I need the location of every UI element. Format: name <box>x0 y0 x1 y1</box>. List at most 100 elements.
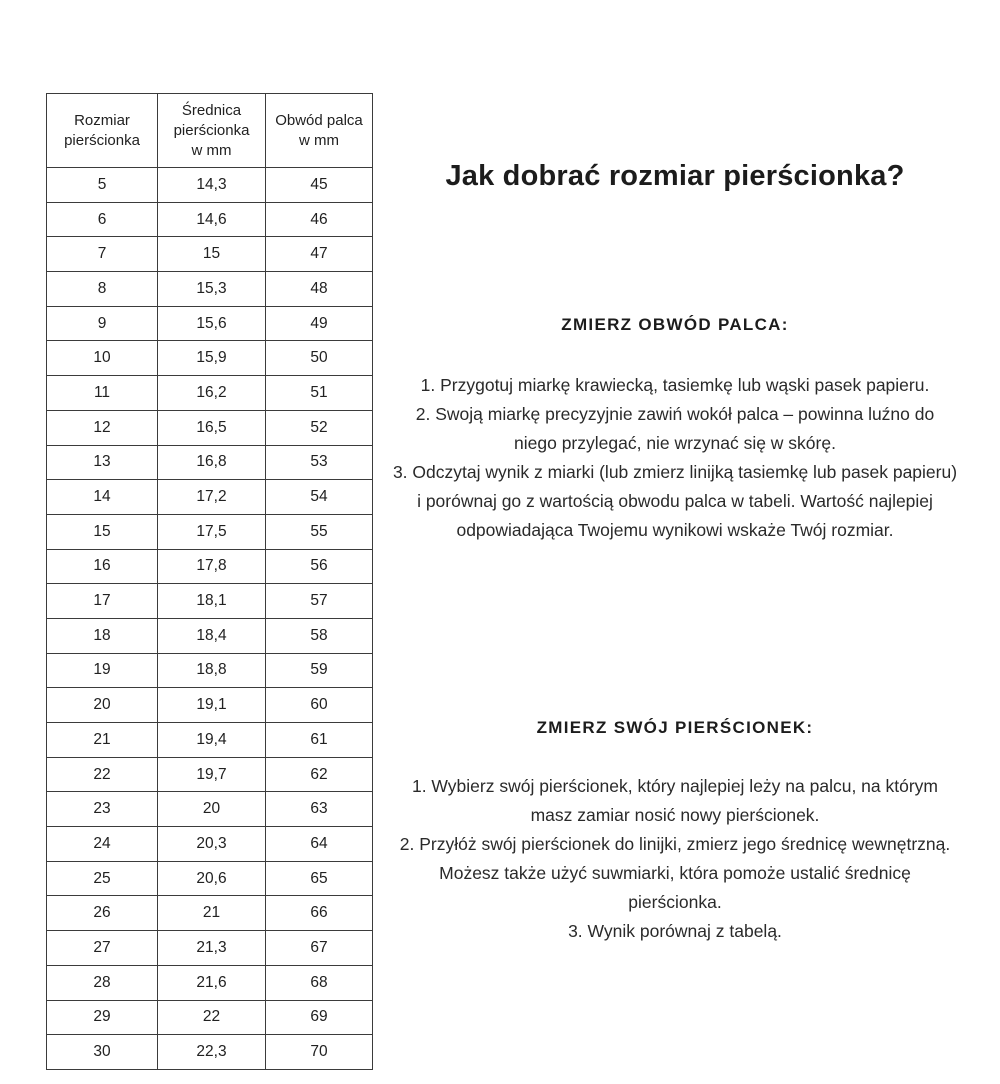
steps-measure-finger: 1. Przygotuj miarkę krawiecką, tasiemkę … <box>392 371 958 545</box>
table-row: 30 22,3 70 <box>46 1034 373 1070</box>
table-row: 6 14,6 46 <box>46 201 373 238</box>
table-row: 24 20,3 64 <box>46 826 373 862</box>
table-row: 5 14,3 45 <box>46 167 373 203</box>
cell-ring-diameter: 22,3 <box>157 1034 266 1070</box>
cell-ring-diameter: 16,5 <box>157 409 266 446</box>
cell-ring-diameter: 17,5 <box>157 513 266 550</box>
table-row: 14 17,2 54 <box>46 479 373 515</box>
cell-finger-circumference: 68 <box>265 964 373 1001</box>
cell-ring-diameter: 21,6 <box>157 964 266 1001</box>
cell-ring-diameter: 20,6 <box>157 860 266 897</box>
cell-finger-circumference: 48 <box>265 271 373 307</box>
cell-finger-circumference: 53 <box>265 444 373 481</box>
table-row: 7 15 47 <box>46 236 373 273</box>
cell-finger-circumference: 49 <box>265 305 373 342</box>
cell-ring-diameter: 14,3 <box>157 167 266 203</box>
cell-ring-size: 21 <box>46 722 158 758</box>
cell-ring-diameter: 22 <box>157 999 266 1036</box>
cell-ring-size: 6 <box>46 201 158 238</box>
cell-finger-circumference: 47 <box>265 236 373 273</box>
step-text: 1. Wybierz swój pierścionek, który najle… <box>411 776 939 825</box>
section-heading-measure-ring: ZMIERZ SWÓJ PIERŚCIONEK: <box>536 718 814 737</box>
table-row: 8 15,3 48 <box>46 271 373 307</box>
cell-finger-circumference: 51 <box>265 375 373 411</box>
cell-ring-diameter: 15 <box>157 236 266 273</box>
cell-ring-size: 11 <box>46 375 158 411</box>
table-row: 16 17,8 56 <box>46 548 373 585</box>
table-row: 25 20,6 65 <box>46 860 373 897</box>
table-row: 26 21 66 <box>46 895 373 932</box>
cell-ring-size: 10 <box>46 340 158 377</box>
cell-finger-circumference: 56 <box>265 548 373 585</box>
cell-finger-circumference: 60 <box>265 687 373 723</box>
cell-ring-size: 12 <box>46 409 158 446</box>
cell-ring-diameter: 16,8 <box>157 444 266 481</box>
cell-ring-size: 23 <box>46 791 158 828</box>
cell-ring-size: 8 <box>46 271 158 307</box>
cell-ring-size: 19 <box>46 652 158 689</box>
table-row: 27 21,3 67 <box>46 930 373 966</box>
cell-finger-circumference: 64 <box>265 826 373 862</box>
table-header-row: Rozmiar pierścionka Średnica pierścionka … <box>46 93 373 168</box>
cell-finger-circumference: 65 <box>265 860 373 897</box>
cell-ring-diameter: 17,2 <box>157 479 266 515</box>
cell-finger-circumference: 50 <box>265 340 373 377</box>
table-row: 29 22 69 <box>46 999 373 1036</box>
cell-ring-diameter: 16,2 <box>157 375 266 411</box>
cell-finger-circumference: 52 <box>265 409 373 446</box>
cell-ring-diameter: 19,7 <box>157 756 266 793</box>
cell-ring-size: 9 <box>46 305 158 342</box>
table-row: 13 16,8 53 <box>46 444 373 481</box>
cell-ring-size: 13 <box>46 444 158 481</box>
cell-ring-size: 18 <box>46 617 158 654</box>
cell-ring-diameter: 18,1 <box>157 583 266 619</box>
cell-finger-circumference: 45 <box>265 167 373 203</box>
cell-ring-size: 16 <box>46 548 158 585</box>
cell-finger-circumference: 59 <box>265 652 373 689</box>
table-row: 11 16,2 51 <box>46 375 373 411</box>
table-row: 12 16,5 52 <box>46 409 373 446</box>
cell-ring-size: 22 <box>46 756 158 793</box>
cell-finger-circumference: 61 <box>265 722 373 758</box>
table-row: 21 19,4 61 <box>46 722 373 758</box>
cell-ring-size: 20 <box>46 687 158 723</box>
section-heading-measure-finger: ZMIERZ OBWÓD PALCA: <box>561 315 789 334</box>
cell-ring-diameter: 20 <box>157 791 266 828</box>
cell-ring-size: 30 <box>46 1034 158 1070</box>
cell-finger-circumference: 55 <box>265 513 373 550</box>
cell-ring-diameter: 20,3 <box>157 826 266 862</box>
cell-ring-diameter: 15,3 <box>157 271 266 307</box>
cell-ring-size: 29 <box>46 999 158 1036</box>
cell-ring-size: 5 <box>46 167 158 203</box>
cell-ring-diameter: 21 <box>157 895 266 932</box>
cell-ring-size: 28 <box>46 964 158 1001</box>
table-header-cell: Obwód palca w mm <box>265 93 373 168</box>
cell-ring-diameter: 18,8 <box>157 652 266 689</box>
table-row: 17 18,1 57 <box>46 583 373 619</box>
ring-size-table-container: Rozmiar pierścionka Średnica pierścionka … <box>46 93 373 1070</box>
cell-ring-size: 26 <box>46 895 158 932</box>
table-row: 9 15,6 49 <box>46 305 373 342</box>
table-header-cell: Średnica pierścionka w mm <box>157 93 266 168</box>
steps-measure-ring: 1. Wybierz swój pierścionek, który najle… <box>392 772 958 946</box>
cell-ring-diameter: 15,9 <box>157 340 266 377</box>
cell-ring-size: 14 <box>46 479 158 515</box>
cell-finger-circumference: 69 <box>265 999 373 1036</box>
cell-finger-circumference: 57 <box>265 583 373 619</box>
cell-ring-diameter: 21,3 <box>157 930 266 966</box>
cell-finger-circumference: 63 <box>265 791 373 828</box>
cell-ring-diameter: 14,6 <box>157 201 266 238</box>
cell-ring-diameter: 18,4 <box>157 617 266 654</box>
cell-finger-circumference: 62 <box>265 756 373 793</box>
cell-finger-circumference: 67 <box>265 930 373 966</box>
table-row: 18 18,4 58 <box>46 617 373 654</box>
ring-size-table: Rozmiar pierścionka Średnica pierścionka … <box>46 93 373 1070</box>
cell-ring-size: 17 <box>46 583 158 619</box>
cell-ring-size: 25 <box>46 860 158 897</box>
step-text: 3. Odczytaj wynik z miarki (lub zmierz l… <box>392 462 958 540</box>
step-text: 3. Wynik porównaj z tabelą. <box>568 921 782 941</box>
table-row: 23 20 63 <box>46 791 373 828</box>
cell-ring-size: 7 <box>46 236 158 273</box>
cell-finger-circumference: 58 <box>265 617 373 654</box>
cell-ring-size: 27 <box>46 930 158 966</box>
